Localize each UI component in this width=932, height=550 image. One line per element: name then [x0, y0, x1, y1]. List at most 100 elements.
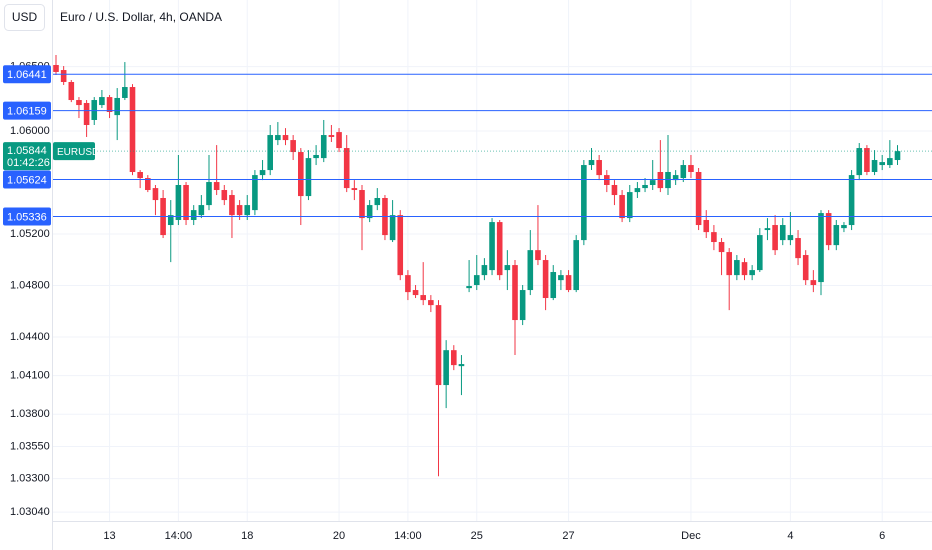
level-label: 1.06159: [7, 105, 47, 117]
candle-body: [53, 65, 59, 72]
candle-body: [366, 205, 373, 219]
candle-body: [267, 135, 273, 171]
candle-body: [802, 255, 809, 281]
candle-body: [275, 135, 281, 141]
y-tick-label: 1.03040: [10, 506, 50, 518]
x-tick-label: Dec: [681, 530, 701, 542]
candle-body: [343, 148, 350, 189]
candle-body: [512, 265, 518, 321]
candle-body: [282, 135, 289, 141]
candle-body: [619, 195, 625, 219]
candle-body: [841, 225, 847, 229]
candle-body: [764, 228, 771, 231]
x-tick-label: 27: [562, 530, 574, 542]
level-label-box: [3, 170, 51, 189]
candle-body: [611, 184, 618, 196]
candle-body: [145, 178, 151, 191]
candle-body: [772, 225, 778, 251]
last-price-box: [3, 142, 51, 171]
candle-body: [129, 87, 136, 172]
candle-body: [359, 190, 365, 219]
candle-body: [397, 215, 404, 276]
candle-body: [703, 220, 710, 233]
candle-body: [711, 232, 717, 243]
candle-body: [504, 265, 511, 271]
candle-body: [320, 135, 327, 159]
candle-body: [657, 171, 664, 189]
candle-body: [229, 195, 235, 216]
candle-body: [894, 151, 901, 161]
candle-body: [428, 300, 434, 306]
candle-body: [213, 182, 220, 191]
candle-body: [190, 210, 197, 221]
candle-body: [734, 260, 740, 276]
last-price-label: 1.05844: [7, 145, 47, 157]
candle-body: [672, 175, 679, 181]
candle-body: [76, 100, 82, 106]
candle-body: [420, 295, 426, 301]
level-label: 1.05624: [7, 174, 47, 186]
level-label: 1.06441: [7, 69, 47, 81]
candle-body: [374, 197, 381, 206]
plot-area: [52, 0, 932, 521]
level-label-box: [3, 101, 51, 120]
x-tick-label: 6: [879, 530, 885, 542]
candle-body: [795, 238, 801, 259]
candle-body: [290, 140, 296, 153]
candle-body: [581, 165, 587, 241]
candle-body: [137, 171, 143, 179]
currency-button[interactable]: USD: [12, 10, 38, 24]
candle-body: [91, 100, 98, 120]
candle-body: [152, 188, 159, 201]
candle-body: [871, 160, 878, 172]
candle-body: [336, 132, 342, 149]
x-tick-label: 25: [471, 530, 483, 542]
candle-body: [527, 250, 534, 291]
candle-body: [565, 275, 572, 291]
price-labels: 1.06441 1.06159 1.05624 1.05336 1.0584401:42…: [3, 65, 99, 226]
candle-body: [726, 252, 732, 276]
candle-body: [451, 350, 457, 366]
candle-body: [99, 97, 105, 106]
candle-body: [351, 188, 358, 191]
candle-body: [481, 265, 488, 276]
candle-body: [680, 165, 687, 179]
currency-button-frame[interactable]: [4, 4, 45, 31]
candle-body: [206, 182, 212, 206]
candle-body: [405, 275, 411, 293]
candle-body: [757, 235, 763, 271]
countdown: 01:42:26: [7, 157, 50, 169]
candle-body: [779, 225, 786, 241]
level-label: 1.05336: [7, 211, 47, 223]
candle-body: [596, 160, 602, 176]
y-tick-label: 1.04100: [10, 370, 50, 382]
candle-body: [573, 240, 579, 291]
candle-body: [588, 160, 595, 166]
candle-body: [519, 290, 526, 321]
candle-body: [649, 180, 656, 185]
candle-body: [864, 148, 870, 172]
y-tick-label: 1.04400: [10, 331, 50, 343]
x-tick-label: 4: [787, 530, 793, 542]
candle-body: [389, 215, 396, 241]
candle-body: [305, 158, 312, 197]
candle-body: [198, 205, 205, 216]
candle-body: [106, 97, 113, 113]
candle-body: [328, 135, 335, 137]
candle-body: [259, 170, 266, 176]
candle-body: [244, 205, 251, 216]
candle-body: [848, 175, 855, 226]
y-tick-label: 1.05200: [10, 228, 50, 240]
chart-title: Euro / U.S. Dollar, 4h, OANDA: [60, 10, 222, 24]
level-label-box: [3, 65, 51, 84]
candle-body: [626, 192, 633, 219]
candle-body: [718, 242, 725, 253]
y-tick-label: 1.04800: [10, 279, 50, 291]
candle-body: [604, 175, 610, 185]
candle-body: [749, 270, 755, 276]
level-label-box: [3, 207, 51, 226]
candle-body: [741, 262, 748, 276]
candle-body: [856, 148, 863, 176]
symbol-label: EURUSD: [57, 147, 99, 158]
